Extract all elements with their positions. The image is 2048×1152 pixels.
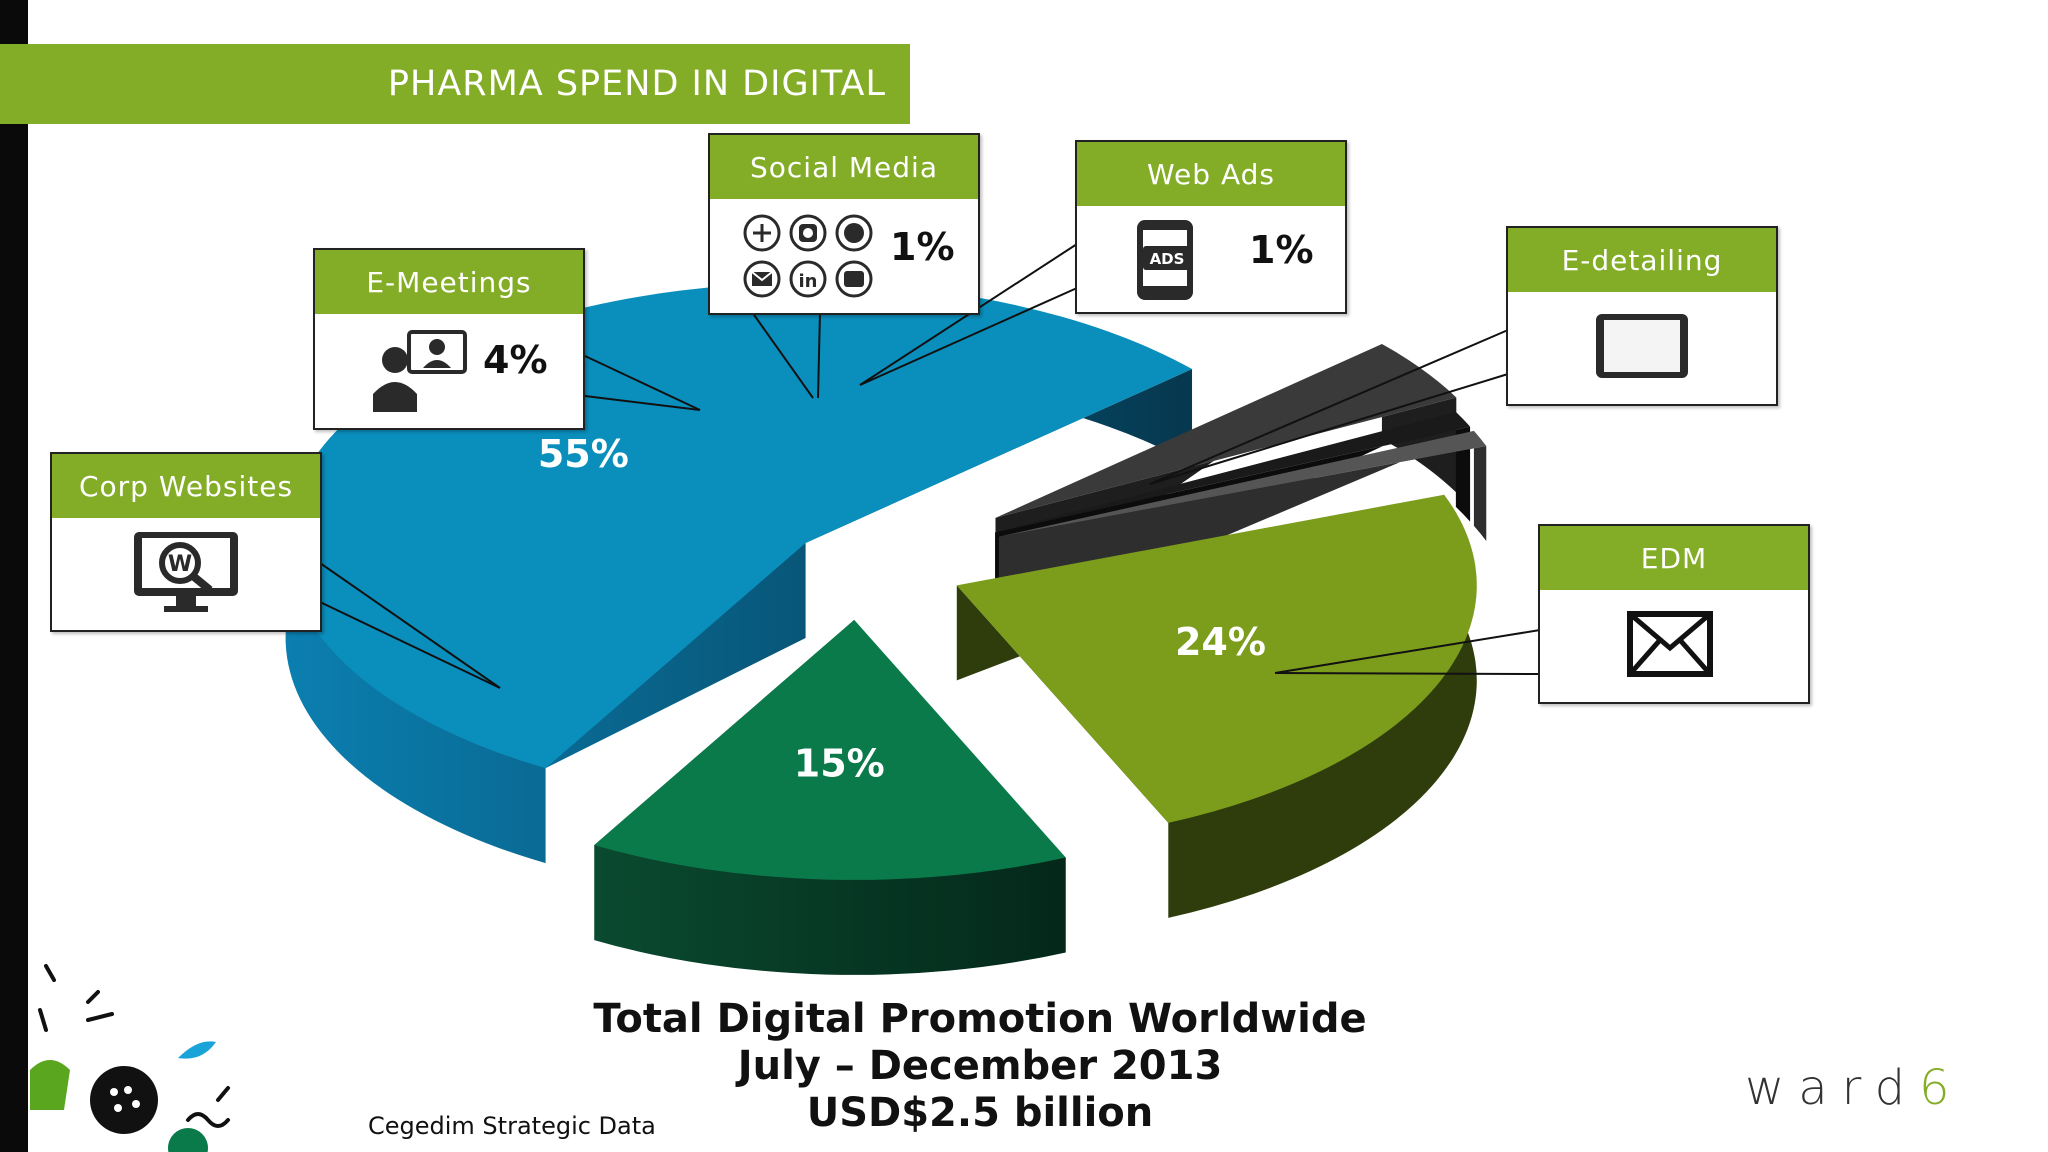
brand-number: 6 — [1919, 1060, 1964, 1116]
pie-slice-edm — [594, 619, 1066, 880]
slide-header-title: PHARMA SPEND IN DIGITAL — [387, 64, 886, 104]
slide-header: PHARMA SPEND IN DIGITAL — [0, 44, 910, 124]
caption-line-1: Total Digital Promotion Worldwide — [593, 996, 1367, 1042]
website-search-icon: W — [134, 532, 238, 612]
callout-social-media: Social Media in 1% — [708, 133, 980, 315]
chart-caption: Total Digital Promotion Worldwide July –… — [540, 996, 1420, 1137]
leader-line-emeet-2 — [584, 395, 701, 411]
decorative-doodles — [30, 964, 230, 1152]
brand-word: ward — [1745, 1060, 1920, 1116]
callout-edm-title: EDM — [1540, 526, 1808, 590]
callout-webads-title: Web Ads — [1077, 142, 1345, 206]
left-accent-bar — [0, 0, 28, 1152]
leader-line-edetail-2 — [1149, 373, 1509, 485]
data-label-edm: 15% — [794, 742, 885, 786]
callout-e-meetings: E-Meetings 4% — [313, 248, 585, 430]
callout-emeet-title: E-Meetings — [315, 250, 583, 314]
svg-text:in: in — [799, 271, 818, 292]
callout-edetail-title: E-detailing — [1508, 228, 1776, 292]
envelope-icon — [1627, 611, 1713, 677]
leader-line-emeet — [584, 355, 701, 411]
social-icons-grid: in — [743, 214, 873, 298]
leader-line-social — [751, 311, 814, 399]
svg-text:ADS: ADS — [1150, 250, 1185, 268]
source-note: Cegedim Strategic Data — [368, 1112, 656, 1140]
mobile-ads-icon: ADS — [1137, 220, 1193, 300]
leader-line-edetail — [1149, 329, 1509, 485]
brand-logo: ward6 — [1745, 1060, 1964, 1116]
leader-line-corp-2 — [319, 601, 501, 689]
callout-emeet-pct: 4% — [483, 338, 548, 382]
leader-line-edm-2 — [1274, 672, 1541, 675]
tablet-icon — [1596, 314, 1688, 378]
leader-line-edm — [1274, 629, 1541, 674]
data-label-corp: 55% — [538, 432, 629, 476]
leader-lines — [319, 243, 1541, 689]
callout-web-ads: Web Ads ADS 1% — [1075, 140, 1347, 314]
callout-webads-pct: 1% — [1249, 228, 1314, 272]
leader-line-social-2 — [817, 311, 821, 399]
caption-line-3: USD$2.5 billion — [806, 1090, 1154, 1136]
pie-slice-webads — [998, 430, 1487, 537]
callout-corp-title: Corp Websites — [52, 454, 320, 518]
callout-corp-websites: Corp Websites W — [50, 452, 322, 632]
svg-text:W: W — [168, 552, 192, 577]
pie-slice-edetail — [956, 494, 1477, 823]
data-label-edetail: 24% — [1175, 620, 1266, 664]
video-conference-icon — [373, 330, 467, 412]
callout-edm: EDM — [1538, 524, 1810, 704]
callout-social-title: Social Media — [710, 135, 978, 199]
pie-slice-emeet — [995, 343, 1457, 518]
leader-line-webads-2 — [859, 287, 1078, 386]
pie-slice-social — [995, 411, 1471, 533]
leader-line-corp — [319, 562, 501, 689]
callout-e-detailing: E-detailing — [1506, 226, 1778, 406]
callout-social-pct: 1% — [890, 225, 955, 269]
caption-line-2: July – December 2013 — [737, 1043, 1223, 1089]
